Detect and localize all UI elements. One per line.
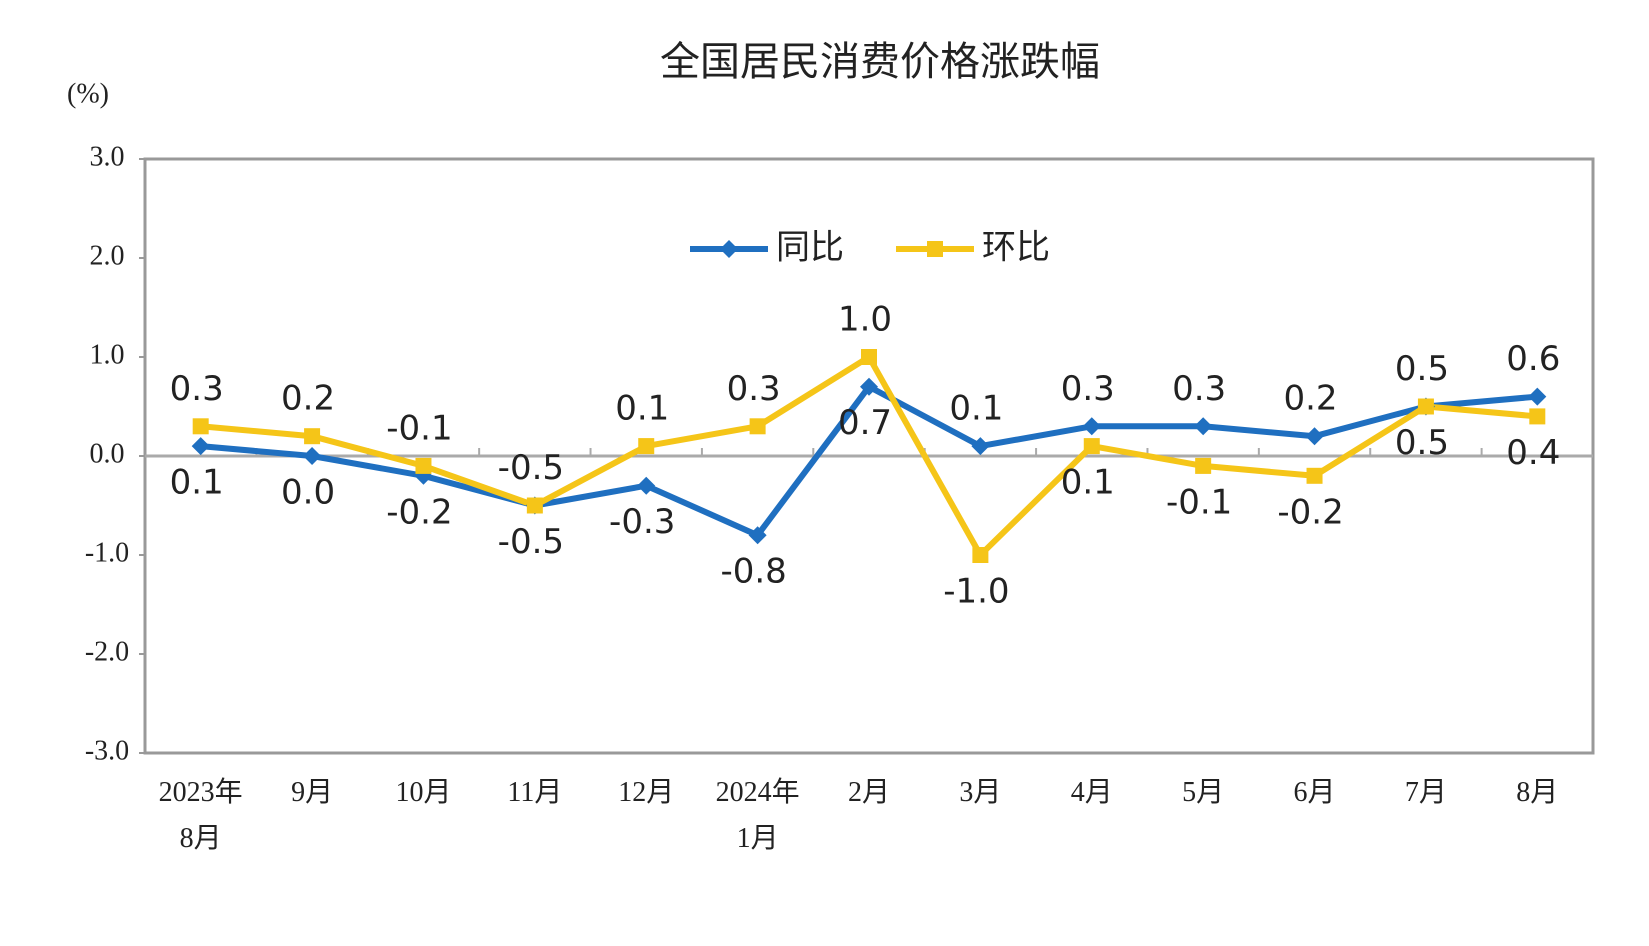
x-tick-label: 2月 [848,777,890,808]
point [638,438,655,455]
value-label: 0.3 [1172,369,1226,409]
x-tick-label: 2024年 1月 [716,776,800,854]
x-tick-line: 2023年 [159,776,243,808]
y-tick-label: -1.0 [85,537,129,568]
x-tick-label: 2023年 8月 [159,776,243,854]
point [415,457,432,474]
y-tick-label: -2.0 [85,636,129,667]
x-tick-label: 7月 [1405,777,1447,808]
x-tick-label: 3月 [959,777,1001,808]
y-tick-label: 2.0 [90,240,125,271]
x-tick-line: 4月 [1071,777,1113,808]
point [860,377,878,396]
x-tick-line: 3月 [959,777,1001,808]
x-tick-label: 9月 [291,777,333,808]
value-label: 0.5 [1395,423,1449,463]
value-label: -0.8 [720,552,786,592]
value-label: -0.5 [498,522,564,562]
value-label: 0.2 [281,379,335,419]
point [972,547,989,563]
point [749,418,766,435]
value-label: 0.0 [281,473,335,513]
y-tick-label: 0.0 [90,438,125,469]
point [192,418,209,435]
value-label: 0.1 [949,389,1003,429]
point [1417,398,1434,415]
point [1195,457,1212,474]
value-label: 0.3 [1061,369,1115,409]
x-tick-line: 2024年 [716,776,800,808]
x-tick-line: 7月 [1405,777,1447,808]
point [1528,387,1547,406]
value-label: -1.0 [943,572,1009,612]
x-tick-line: 8月 [180,823,222,854]
legend-marker [720,240,738,258]
x-tick-line: 10月 [395,777,451,808]
x-tick-line: 6月 [1294,777,1336,808]
legend-label: 环比 [982,228,1050,268]
point [637,476,656,495]
y-tick-label: -3.0 [85,735,129,766]
chart-title: 全国居民消费价格涨跌幅 [660,39,1100,85]
value-label: 0.2 [1283,379,1337,419]
value-label: 0.7 [838,403,892,443]
value-label: 0.5 [1395,349,1449,389]
x-tick-label: 6月 [1294,777,1336,808]
value-label: -0.2 [386,492,452,532]
point [1082,417,1101,436]
value-label: 0.3 [727,369,781,409]
point [303,447,322,465]
point [1083,438,1100,455]
point [1194,417,1213,436]
value-label: 0.6 [1506,339,1560,379]
x-tick-label: 12月 [618,777,674,808]
value-label: 0.1 [170,463,224,503]
x-tick-label: 10月 [395,777,451,808]
x-tick-label: 4月 [1071,777,1113,808]
value-label: 0.1 [1061,463,1115,503]
point [1306,467,1323,484]
value-label: -0.1 [386,408,452,448]
y-tick-label: 1.0 [90,339,125,370]
x-tick-label: 11月 [507,777,562,808]
x-tick-line: 8月 [1516,777,1558,808]
x-tick-line: 12月 [618,777,674,808]
x-tick-line: 5月 [1182,777,1224,808]
point [861,349,877,365]
value-label: 0.1 [615,389,669,429]
x-tick-label: 8月 [1516,777,1558,808]
legend-marker [927,241,943,257]
value-label: -0.5 [498,448,564,488]
legend-label: 同比 [776,228,844,268]
x-tick-line: 9月 [291,777,333,808]
value-label: 0.3 [170,369,224,409]
x-tick-line: 2月 [848,777,890,808]
x-tick-line: 11月 [507,777,562,808]
value-label: 0.4 [1506,433,1560,473]
point [191,437,210,456]
value-label: -0.1 [1166,482,1232,522]
point [748,526,767,545]
y-axis-label: (%) [67,78,109,109]
value-label: -0.3 [609,502,675,542]
point [1305,427,1324,446]
point [304,428,321,445]
x-tick-line: 1月 [737,823,779,854]
point [526,497,543,514]
y-tick-label: 3.0 [90,141,125,172]
point [1529,408,1546,425]
value-label: 1.0 [838,300,892,340]
value-label: -0.2 [1277,492,1343,532]
x-tick-label: 5月 [1182,777,1224,808]
point [971,437,990,456]
